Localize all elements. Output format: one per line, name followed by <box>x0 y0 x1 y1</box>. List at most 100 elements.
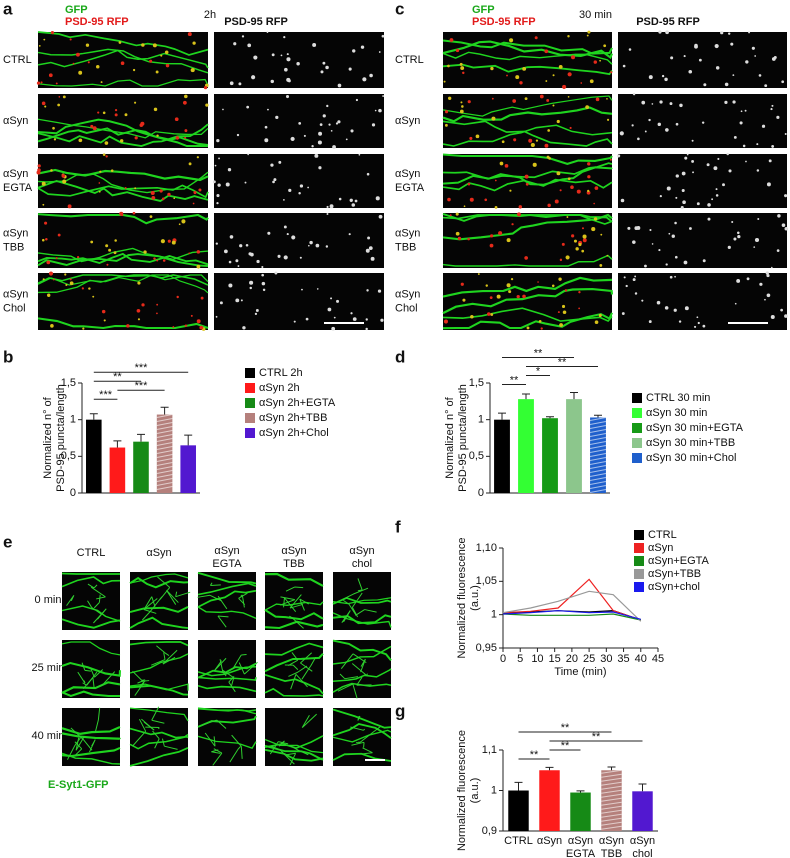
legend-label: αSyn 30 min+EGTA <box>646 422 744 434</box>
puncta <box>455 48 460 53</box>
puncta <box>114 109 118 112</box>
cell <box>156 645 170 656</box>
puncta <box>746 277 750 281</box>
x-tick-label: TBB <box>601 848 622 858</box>
cell <box>290 745 309 756</box>
puncta <box>378 214 383 219</box>
cell <box>270 745 295 765</box>
puncta <box>188 252 191 254</box>
cell <box>93 594 101 609</box>
puncta <box>707 217 711 221</box>
puncta <box>156 134 159 137</box>
puncta <box>771 104 774 107</box>
puncta <box>570 185 574 190</box>
y-tick-label: 1 <box>478 414 484 426</box>
puncta <box>288 188 292 192</box>
hatch <box>589 468 607 473</box>
row-label: αSyn <box>3 288 28 300</box>
puncta <box>72 62 75 65</box>
neurite <box>442 307 613 322</box>
hatch <box>601 769 622 774</box>
x-tick-label: αSyn <box>537 835 562 847</box>
puncta <box>455 231 460 236</box>
legend-swatch <box>634 530 644 540</box>
puncta <box>196 264 201 269</box>
legend-label: CTRL <box>648 529 677 541</box>
puncta <box>551 284 555 288</box>
puncta <box>666 186 671 191</box>
cell <box>356 676 372 686</box>
puncta <box>272 180 275 184</box>
hatch <box>156 422 173 427</box>
cell <box>213 657 227 672</box>
error-bar <box>607 766 616 771</box>
puncta <box>565 255 570 260</box>
cell <box>142 596 163 621</box>
cell <box>284 664 299 670</box>
puncta <box>569 126 572 130</box>
puncta <box>315 243 320 248</box>
hatch <box>156 482 173 487</box>
puncta <box>632 93 636 96</box>
puncta <box>447 64 450 68</box>
puncta <box>235 298 240 303</box>
x-tick-label: CTRL <box>504 835 533 847</box>
puncta <box>100 81 103 84</box>
cell <box>238 661 258 675</box>
hatch <box>156 478 173 483</box>
puncta <box>165 63 170 68</box>
significance-label: ** <box>558 356 567 368</box>
hatch <box>601 821 622 826</box>
puncta <box>731 221 734 224</box>
puncta <box>691 159 695 163</box>
puncta <box>152 43 157 48</box>
puncta <box>470 315 474 319</box>
puncta <box>365 327 368 331</box>
puncta <box>644 130 647 133</box>
puncta <box>509 38 514 43</box>
micrograph <box>214 273 384 330</box>
neurite <box>332 645 392 665</box>
cell <box>151 652 166 666</box>
puncta <box>490 66 494 71</box>
row-label: 40 min <box>31 730 64 742</box>
puncta <box>628 48 632 51</box>
puncta <box>587 189 590 193</box>
cell <box>209 582 221 586</box>
puncta <box>679 103 683 108</box>
puncta <box>489 243 494 248</box>
hatch <box>156 426 173 431</box>
puncta <box>740 110 743 113</box>
column-label: αSyn <box>281 545 306 557</box>
puncta <box>41 101 46 106</box>
puncta <box>173 197 176 200</box>
puncta <box>124 113 128 117</box>
puncta <box>164 50 169 55</box>
puncta <box>732 74 735 77</box>
hatch <box>156 442 173 447</box>
legend-label: αSyn+TBB <box>648 568 701 580</box>
y-tick-label: 0,9 <box>482 825 497 837</box>
puncta <box>69 38 72 41</box>
puncta <box>713 166 718 171</box>
neurite <box>37 123 209 147</box>
neurite <box>61 618 121 629</box>
column-label: αSyn <box>214 545 239 557</box>
neurite <box>37 247 209 263</box>
puncta <box>770 108 773 111</box>
puncta <box>701 121 705 124</box>
puncta <box>499 161 504 166</box>
puncta <box>467 237 470 241</box>
error-bar <box>594 414 602 418</box>
puncta <box>761 124 766 128</box>
puncta <box>181 219 186 224</box>
significance-label: ** <box>561 722 570 734</box>
puncta <box>322 114 326 118</box>
puncta <box>753 246 756 248</box>
puncta <box>196 319 201 324</box>
neurite <box>442 124 613 147</box>
puncta <box>124 186 127 189</box>
puncta <box>745 60 749 64</box>
puncta <box>69 278 72 281</box>
puncta <box>184 129 188 133</box>
